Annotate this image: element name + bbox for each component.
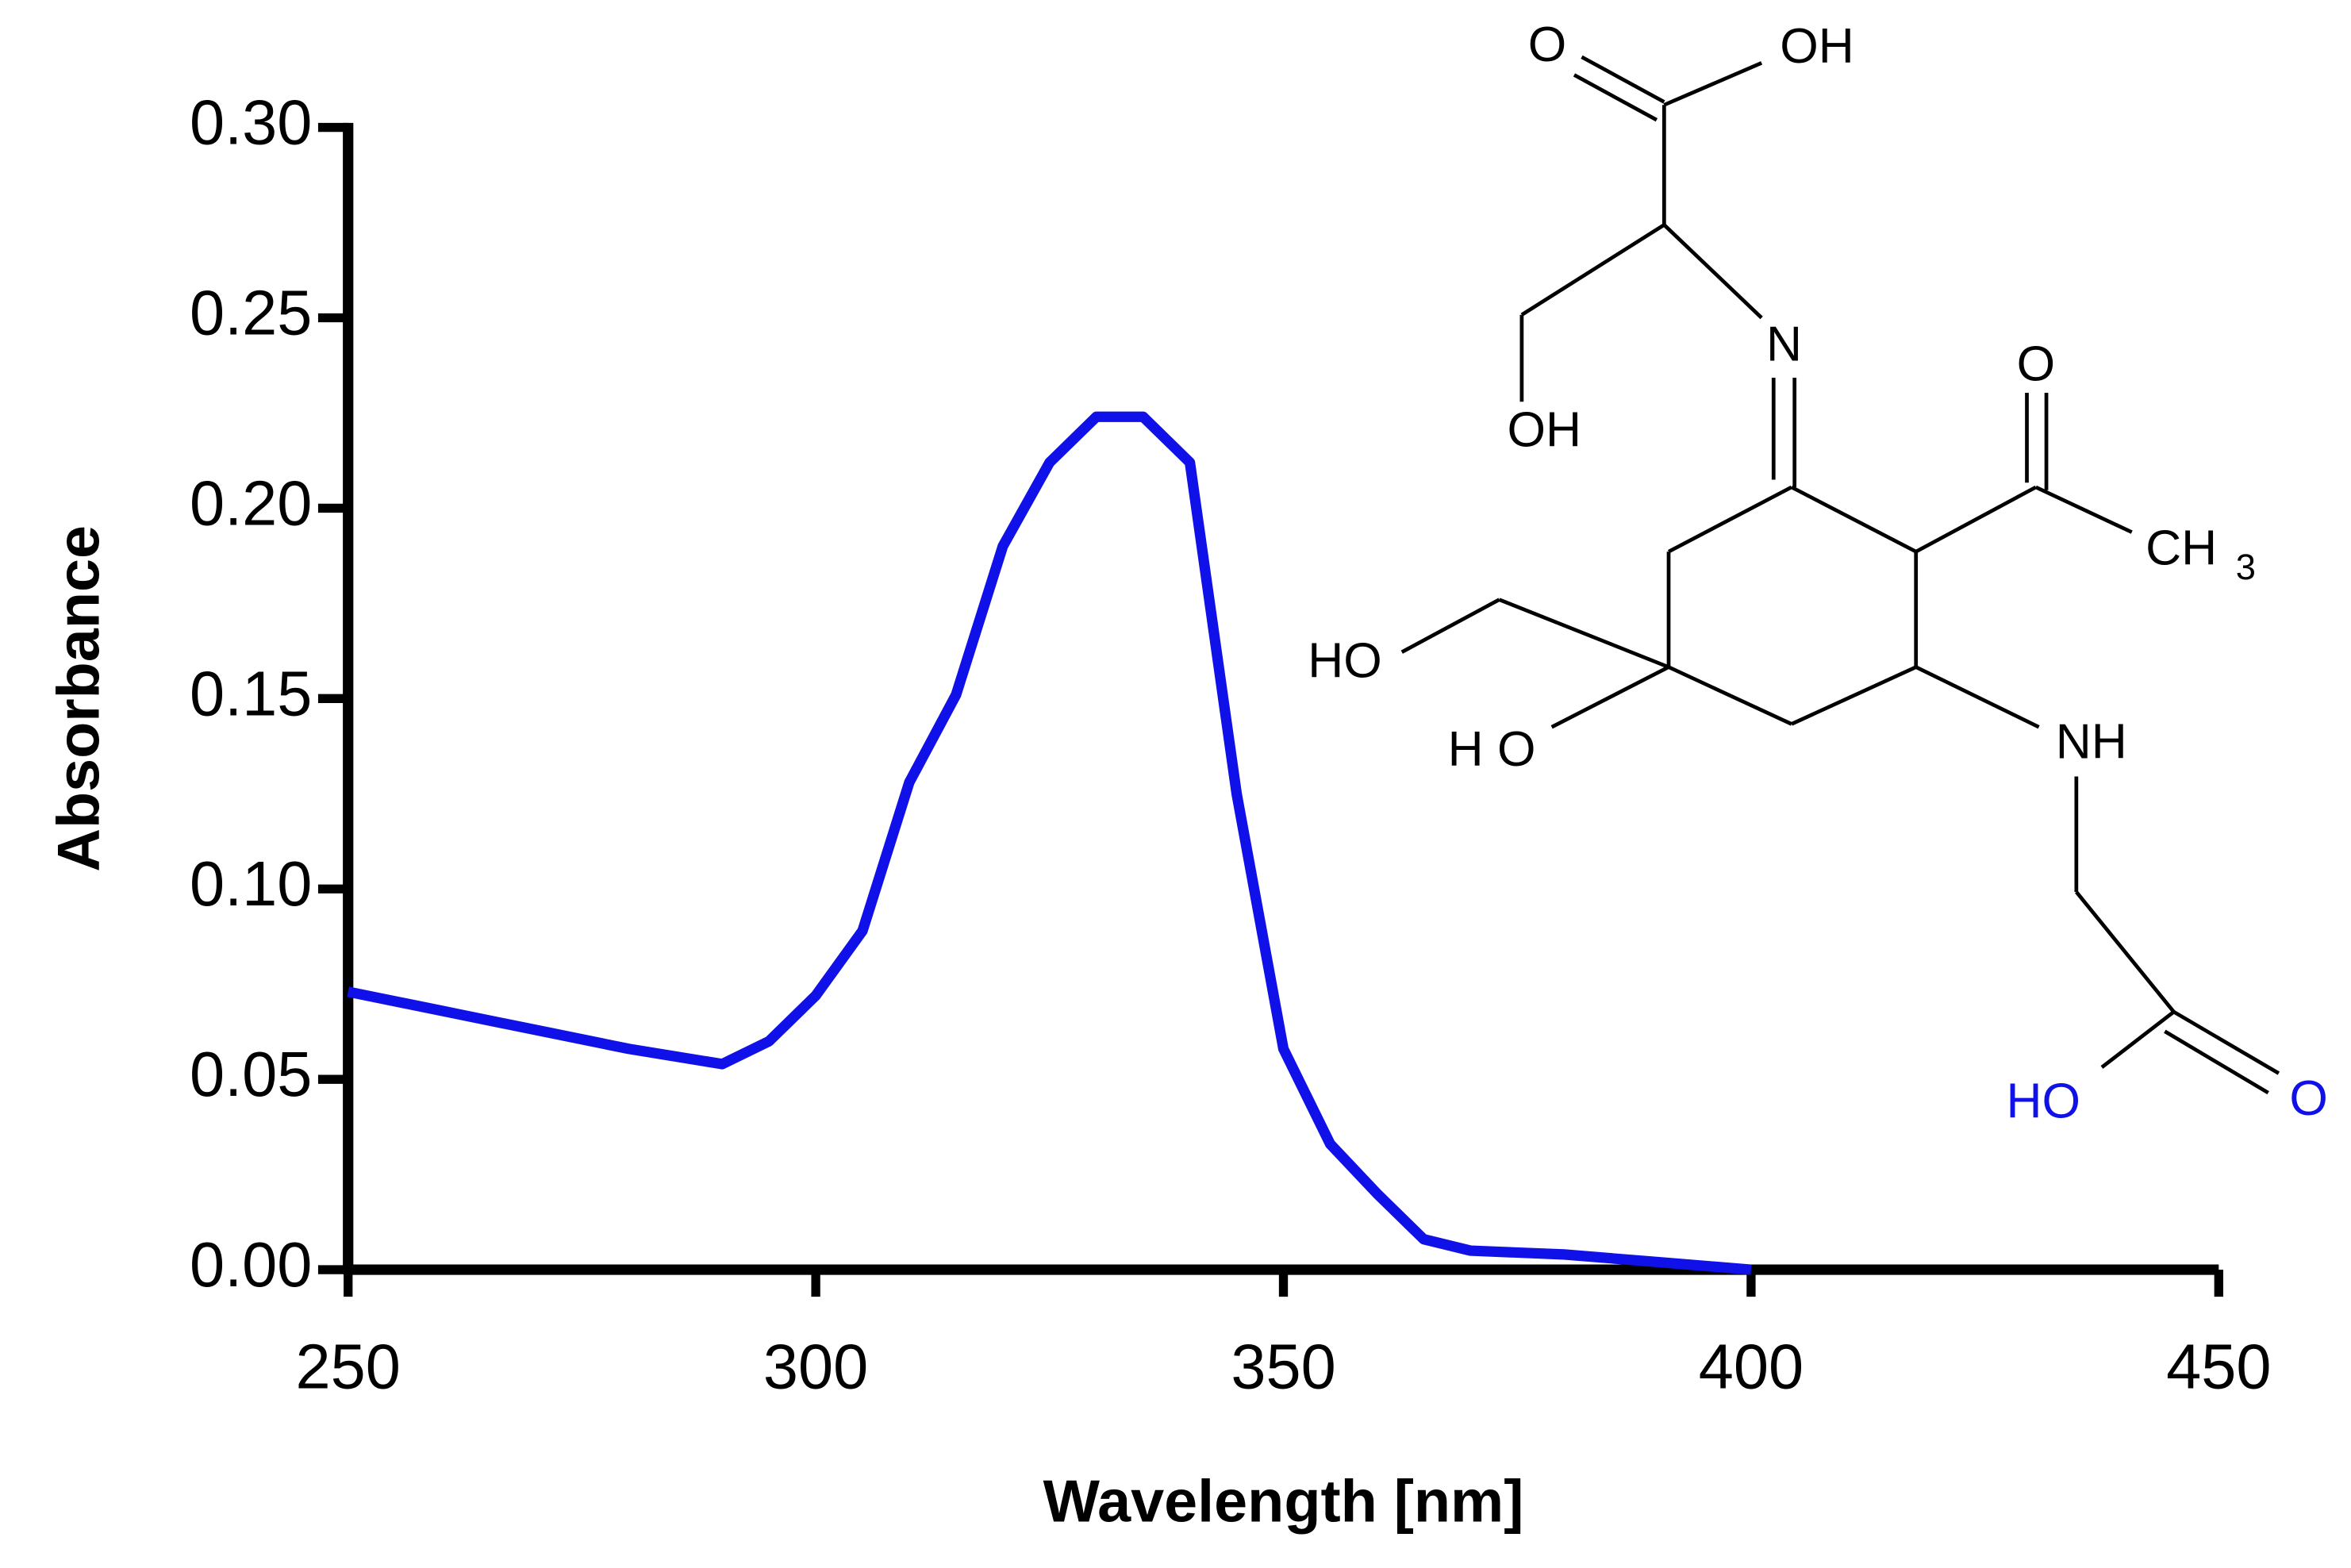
y-tick-label: 0.20 [190, 467, 312, 538]
atom-label: O [1528, 17, 1566, 72]
atom-label: OH [1507, 402, 1581, 457]
x-tick-label: 450 [2166, 1331, 2271, 1401]
y-tick-label: 0.30 [190, 87, 312, 158]
data-line [347, 411, 1752, 1275]
x-tick-label: 250 [296, 1331, 401, 1401]
atom-label: HO [1308, 633, 1382, 688]
y-tick-label: 0.10 [190, 848, 312, 919]
atom-label: 3 [2236, 547, 2256, 587]
atom-label: H O [1448, 722, 1536, 777]
y-tick-label: 0.05 [190, 1039, 312, 1109]
atom-label: OH [1780, 19, 1854, 74]
y-axis-label: Absorbance [45, 525, 112, 872]
y-tick-label: 0.25 [190, 277, 312, 348]
atom-label: CH [2145, 521, 2217, 576]
x-axis-label: Wavelength [nm] [1043, 1468, 1524, 1535]
x-tick-label: 350 [1231, 1331, 1335, 1401]
atom-label: O [2017, 336, 2055, 391]
x-tick-label: 400 [1699, 1331, 1804, 1401]
molecule: O OH N OH O CH 3 HO H O NH HO O [1308, 17, 2328, 1129]
atom-label: NH [2056, 714, 2127, 769]
atom-label: N [1766, 317, 1802, 372]
y-tick-label: 0.00 [190, 1229, 312, 1300]
atom-label: HO [2007, 1074, 2080, 1129]
atom-label: O [2289, 1071, 2327, 1126]
x-tick-label: 300 [763, 1331, 868, 1401]
y-tick-label: 0.15 [190, 658, 312, 728]
